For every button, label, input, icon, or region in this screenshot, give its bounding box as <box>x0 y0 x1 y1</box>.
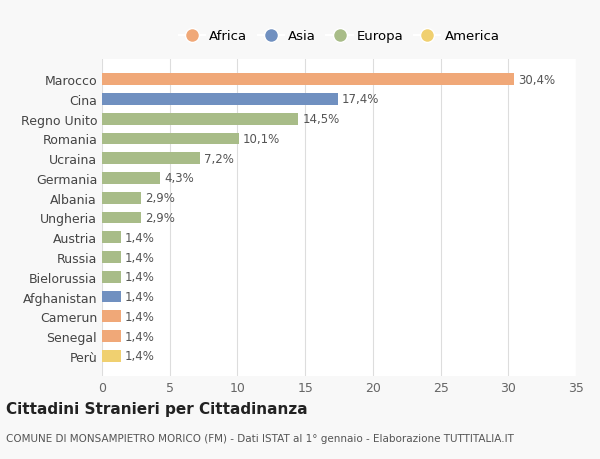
Text: 1,4%: 1,4% <box>125 310 155 323</box>
Bar <box>102 113 298 125</box>
Bar <box>102 350 121 362</box>
Text: 14,5%: 14,5% <box>302 113 340 126</box>
Text: 30,4%: 30,4% <box>518 73 555 86</box>
Legend: Africa, Asia, Europa, America: Africa, Asia, Europa, America <box>173 25 505 49</box>
Bar <box>102 330 121 342</box>
Bar <box>102 311 121 323</box>
Bar <box>102 192 141 204</box>
Text: 10,1%: 10,1% <box>243 133 280 146</box>
Bar <box>102 94 338 106</box>
Text: 1,4%: 1,4% <box>125 251 155 264</box>
Text: 7,2%: 7,2% <box>203 152 233 165</box>
Bar <box>102 74 514 86</box>
Bar <box>102 232 121 244</box>
Text: 1,4%: 1,4% <box>125 330 155 343</box>
Text: 4,3%: 4,3% <box>164 172 194 185</box>
Text: 1,4%: 1,4% <box>125 291 155 303</box>
Bar <box>102 271 121 283</box>
Bar <box>102 212 141 224</box>
Text: Cittadini Stranieri per Cittadinanza: Cittadini Stranieri per Cittadinanza <box>6 401 308 416</box>
Text: 1,4%: 1,4% <box>125 350 155 363</box>
Bar <box>102 133 239 145</box>
Bar <box>102 173 160 185</box>
Text: 1,4%: 1,4% <box>125 231 155 244</box>
Bar <box>102 252 121 263</box>
Text: COMUNE DI MONSAMPIETRO MORICO (FM) - Dati ISTAT al 1° gennaio - Elaborazione TUT: COMUNE DI MONSAMPIETRO MORICO (FM) - Dat… <box>6 433 514 442</box>
Text: 17,4%: 17,4% <box>342 93 379 106</box>
Text: 2,9%: 2,9% <box>145 212 175 224</box>
Text: 2,9%: 2,9% <box>145 192 175 205</box>
Bar <box>102 291 121 303</box>
Text: 1,4%: 1,4% <box>125 271 155 284</box>
Bar <box>102 153 200 165</box>
